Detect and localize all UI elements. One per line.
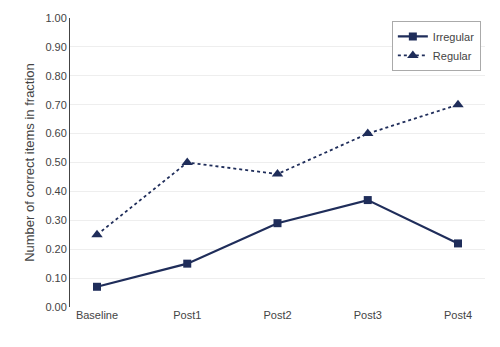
svg-text:0.10: 0.10	[45, 272, 66, 284]
svg-text:1.00: 1.00	[45, 12, 66, 24]
svg-text:Post2: Post2	[263, 309, 291, 321]
svg-text:0.50: 0.50	[45, 156, 66, 168]
svg-text:0.60: 0.60	[45, 127, 66, 139]
svg-text:0.90: 0.90	[45, 41, 66, 53]
svg-text:0.80: 0.80	[45, 70, 66, 82]
svg-text:Post1: Post1	[173, 309, 201, 321]
svg-text:Post3: Post3	[354, 309, 382, 321]
svg-text:Baseline: Baseline	[76, 309, 118, 321]
svg-text:0.40: 0.40	[45, 185, 66, 197]
svg-text:Number of correct items in fra: Number of correct items in fraction	[22, 63, 37, 262]
svg-text:Regular: Regular	[433, 50, 472, 62]
svg-text:Irregular: Irregular	[433, 31, 474, 43]
svg-text:Post4: Post4	[444, 309, 472, 321]
svg-text:0.70: 0.70	[45, 99, 66, 111]
svg-text:0.20: 0.20	[45, 243, 66, 255]
svg-text:0.00: 0.00	[45, 301, 66, 313]
svg-text:0.30: 0.30	[45, 214, 66, 226]
